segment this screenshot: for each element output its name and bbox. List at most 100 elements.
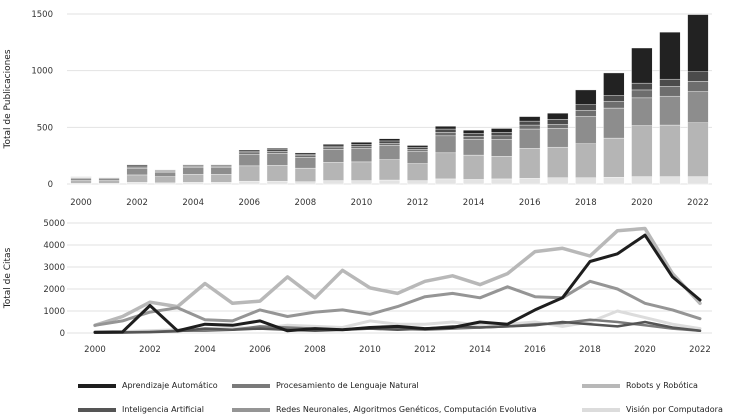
x-tick-label: 2016 [524, 345, 546, 355]
bar-segment [687, 81, 709, 92]
x-tick-label: 2018 [575, 198, 597, 208]
y-tick-label: 2000 [43, 285, 65, 295]
bar-segment [631, 89, 653, 99]
legend-swatch [232, 407, 270, 412]
series-line [93, 320, 702, 335]
bar-segment [350, 146, 373, 149]
bar-segment [294, 152, 316, 155]
bar-segment [547, 119, 569, 125]
bar-segment [547, 112, 569, 120]
series-line [93, 233, 702, 334]
bar-segment [547, 177, 569, 185]
bar-segment [182, 182, 204, 185]
bar-segment [126, 182, 148, 185]
bar-segment [435, 125, 457, 130]
bar-segment [294, 157, 316, 169]
legend-label: Visión por Computadora [626, 405, 723, 414]
bar-segment [687, 71, 709, 82]
bar-segment [378, 142, 401, 146]
bar-segment [238, 152, 260, 155]
x-tick-label: 2010 [359, 345, 381, 355]
bar-segment [659, 86, 681, 97]
legend-swatch [232, 383, 270, 388]
bar-segment [603, 176, 625, 185]
x-tick-label: 2008 [304, 345, 326, 355]
bar-segment [154, 176, 176, 184]
bar-segment [659, 176, 681, 185]
legend: Aprendizaje Automático Procesamiento de … [0, 372, 737, 419]
y-tick-label: 500 [37, 123, 53, 133]
bar-segment [266, 153, 288, 166]
bar-segment [519, 116, 541, 122]
bar-segment [631, 47, 653, 84]
bar-segment [154, 171, 176, 177]
bar-segment [350, 148, 373, 163]
bar-segment [575, 104, 597, 111]
x-tick-label: 2002 [139, 345, 161, 355]
bar-segment [350, 142, 373, 145]
bar-segment [294, 154, 316, 156]
bar-segment [406, 145, 429, 148]
legend-label: Aprendizaje Automático [122, 381, 218, 390]
bar-segment [435, 135, 457, 154]
bar-segment [182, 167, 204, 175]
bar-segment [463, 179, 485, 185]
x-tick-label: 2022 [689, 345, 711, 355]
legend-label: Procesamiento de Lenguaje Natural [276, 381, 419, 390]
x-tick-label: 2012 [407, 198, 429, 208]
x-tick-label: 2006 [238, 198, 260, 208]
y-axis-title: Total de Publicaciones [3, 49, 13, 149]
publications-bar-chart: 0 500 1000 1500 2000 2002 2004 2006 2008 2010 2012… [3, 10, 712, 208]
legend-swatch [582, 383, 620, 388]
bar-segment [266, 148, 288, 150]
bar-segment [294, 181, 316, 185]
bar-segment [350, 161, 373, 181]
bar-segment [126, 174, 148, 183]
bar-segment [238, 180, 260, 185]
bar-segment [491, 156, 513, 180]
bar-segment [603, 137, 625, 178]
x-tick-label: 2000 [70, 198, 92, 208]
x-tick-label: 2016 [519, 198, 541, 208]
legend-item-ia: Inteligencia Artificial [78, 405, 204, 414]
legend-item-aprendizaje: Aprendizaje Automático [78, 381, 218, 390]
x-tick-label: 2004 [194, 345, 216, 355]
bar-segment [575, 89, 597, 105]
bar-segment [491, 132, 513, 137]
bar-segment [210, 174, 232, 183]
bar-segment [322, 180, 344, 185]
x-tick-label: 2020 [634, 345, 656, 355]
bar-segment [519, 128, 541, 149]
x-tick-label: 2014 [463, 198, 485, 208]
legend-label: Robots y Robótica [626, 381, 698, 390]
y-axis-title: Total de Citas [3, 247, 13, 309]
bar-segment [463, 136, 485, 140]
bar-segment [519, 178, 541, 185]
y-tick-label: 4000 [43, 241, 65, 251]
y-tick-label: 0 [60, 329, 65, 339]
legend-swatch [582, 407, 620, 412]
x-tick-label: 2000 [84, 345, 106, 355]
bar-segment [266, 180, 288, 185]
bar-segment [238, 150, 260, 154]
bar-segment [435, 152, 457, 180]
bar-segment [575, 116, 597, 144]
bar-segment [463, 129, 485, 134]
bar-segment [547, 146, 569, 178]
bar-segment [378, 145, 401, 160]
bar-segment [378, 179, 401, 185]
bar-segment [575, 110, 597, 117]
bar-segment [182, 164, 204, 166]
bar-segment [435, 128, 457, 133]
legend-swatch [78, 407, 116, 412]
bar-segment [154, 169, 176, 171]
bar-segment [519, 148, 541, 179]
bar-segment [687, 14, 709, 73]
bar-segment [687, 91, 709, 123]
bar-segment [266, 149, 288, 152]
bar-segment [659, 78, 681, 87]
bar-segment [406, 163, 429, 181]
bar-segment [406, 180, 429, 185]
bar-segment [603, 101, 625, 109]
bar-segment [659, 124, 681, 177]
